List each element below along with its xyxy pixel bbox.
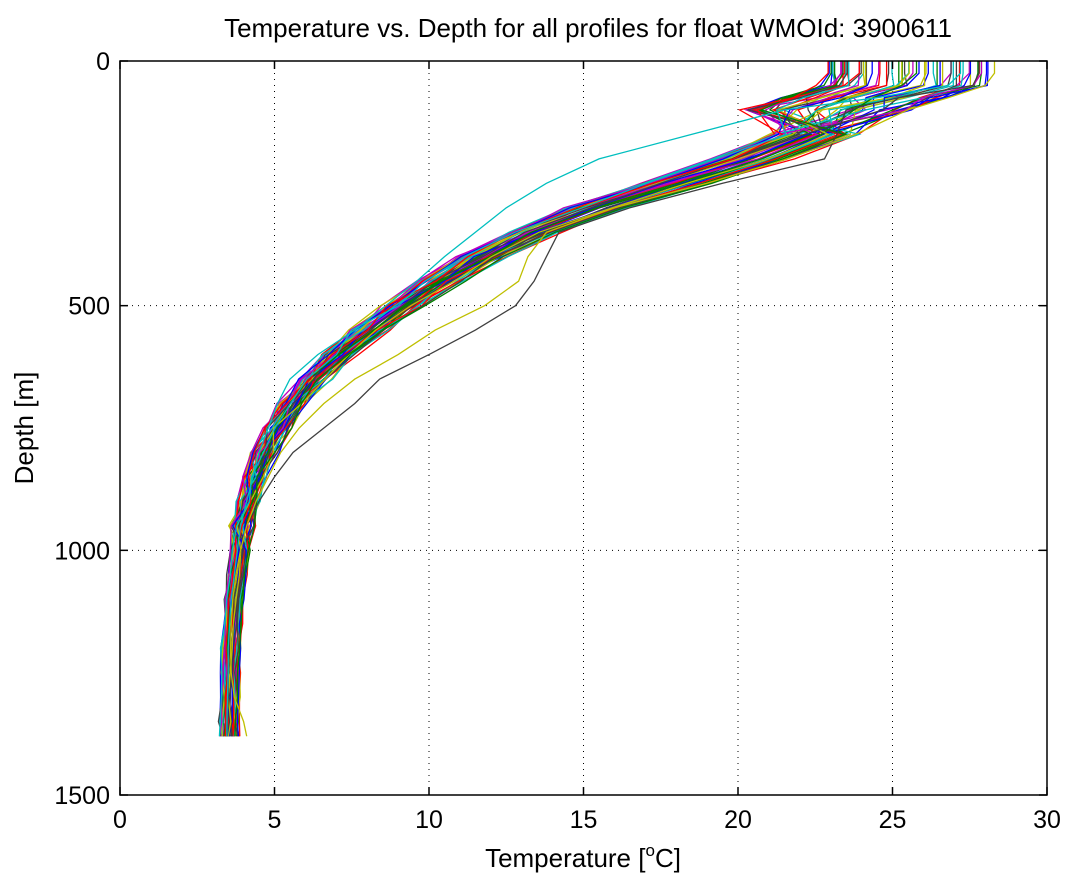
- profile-line-outlier: [229, 61, 996, 737]
- profile-line: [220, 61, 926, 737]
- profile-line: [225, 61, 829, 737]
- x-tick-label: 0: [113, 806, 127, 834]
- profile-line: [231, 61, 873, 737]
- y-tick-label: 1000: [54, 537, 110, 565]
- x-axis-label-prefix: Temperature [: [485, 843, 646, 873]
- profile-line: [234, 61, 952, 737]
- profile-lines: [217, 61, 996, 737]
- plot-area: [217, 61, 996, 737]
- x-tick-label: 30: [1033, 806, 1061, 834]
- y-axis-ticks: 0 500 1000 1500: [54, 48, 1047, 810]
- y-axis-label: Depth [m]: [9, 372, 39, 485]
- y-tick-label: 1500: [54, 782, 110, 810]
- x-tick-label: 20: [724, 806, 752, 834]
- profile-line: [234, 61, 848, 737]
- profile-line: [218, 61, 850, 737]
- x-tick-label: 15: [570, 806, 598, 834]
- x-axis-label: Temperature [oC]: [485, 841, 681, 873]
- y-tick-label: 500: [68, 293, 110, 321]
- x-tick-label: 25: [879, 806, 907, 834]
- x-axis-label-suffix: C]: [655, 843, 681, 873]
- y-tick-label: 0: [96, 48, 110, 76]
- profile-line: [227, 61, 867, 737]
- chart-title: Temperature vs. Depth for all profiles f…: [224, 13, 952, 43]
- profile-line-outlier: [226, 61, 962, 737]
- x-axis-ticks: 0 5 10 15 20 25 30: [113, 61, 1061, 834]
- x-tick-label: 5: [268, 806, 282, 834]
- x-axis-label-superscript: o: [645, 841, 654, 860]
- x-tick-label: 10: [415, 806, 443, 834]
